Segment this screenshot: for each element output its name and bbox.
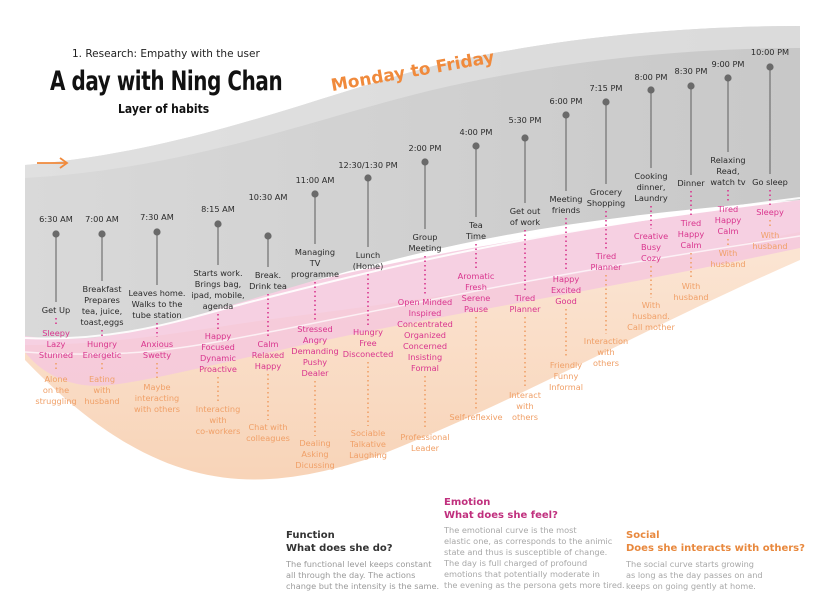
timeline-emotion: Calm Relaxed Happy <box>251 339 285 371</box>
timeline-social: Interacting with co-workers <box>195 404 241 436</box>
timeline-dot <box>602 98 610 106</box>
timeline-activity: Meeting friends <box>549 194 583 215</box>
timeline-dot <box>472 142 480 150</box>
timeline-activity: Tea Time <box>465 220 487 241</box>
legend-social-question: Does she interacts with others? <box>626 543 805 554</box>
timeline-time: 2:00 PM <box>408 143 442 153</box>
timeline-activity: Breakfast Prepares tea, juice, toast,egg… <box>80 284 124 327</box>
timeline-social: With husband. Call mother <box>627 300 675 332</box>
timeline-time: 10:00 PM <box>750 47 790 57</box>
timeline-activity: Leaves home. Walks to the tube station <box>128 288 186 320</box>
timeline-activity: Grocery Shopping <box>586 187 626 208</box>
timeline-dot <box>52 230 60 238</box>
timeline-activity: Starts work. Brings bag, ipad, mobile, a… <box>191 268 245 311</box>
timeline-dot <box>364 174 372 182</box>
legend-function-text: The functional level keeps constant all … <box>286 559 440 591</box>
timeline-activity: Group Meeting <box>408 232 442 253</box>
timeline-activity: Go sleep <box>752 177 788 187</box>
timeline-time: 7:00 AM <box>85 214 119 224</box>
timeline-emotion: Aromatic Fresh Serene Pause <box>457 271 495 314</box>
timeline-dot <box>687 82 695 90</box>
timeline-activity: Get out of work <box>509 206 541 227</box>
research-subtitle: 1. Research: Empathy with the user <box>72 48 260 60</box>
timeline-dot <box>421 158 429 166</box>
timeline-dot <box>724 74 732 82</box>
timeline-social: Friendly Funny Informal <box>549 360 583 392</box>
timeline-social: Interaction with others <box>583 336 629 368</box>
timeline-time: 10:30 AM <box>248 192 288 202</box>
timeline-dot <box>214 220 222 228</box>
timeline-time: 8:30 PM <box>674 66 708 76</box>
timeline-social: Dealing Asking Dicussing <box>295 438 335 470</box>
timeline-social: Sociable Talkative Laughing <box>349 428 387 460</box>
timeline-time: 7:30 AM <box>140 212 174 222</box>
legend-social-title: Social <box>626 530 660 541</box>
legend-function-question: What does she do? <box>286 543 393 554</box>
timeline-emotion: Anxious Swetty <box>140 339 174 360</box>
legend-function-title: Function <box>286 530 335 541</box>
timeline-activity: Dinner <box>677 178 705 188</box>
timeline-emotion: Open Minded Inspired Concentrated Organi… <box>397 297 453 373</box>
timeline-emotion: Happy Focused Dynamic Proactive <box>199 331 237 374</box>
timeline-dot <box>153 228 161 236</box>
timeline-social: Self-reflexive <box>449 412 503 422</box>
timeline-social: Eating with husband <box>84 374 120 406</box>
legend-emotion-question: What does she feel? <box>444 510 558 521</box>
timeline-time: 9:00 PM <box>711 59 745 69</box>
timeline-time: 6:30 AM <box>39 214 73 224</box>
timeline-dot <box>647 86 655 94</box>
page-title: A day with Ning Chan <box>50 66 283 97</box>
timeline-social: Interact with others <box>509 390 541 422</box>
timeline-activity: Lunch (Home) <box>352 250 384 271</box>
legend-emotion-title: Emotion <box>444 497 491 508</box>
timeline-time: 5:30 PM <box>508 115 542 125</box>
timeline-social: Professional Leader <box>400 432 450 453</box>
timeline-time: 8:15 AM <box>201 204 235 214</box>
timeline-activity: Get Up <box>41 305 71 315</box>
arrow-icon <box>37 157 69 169</box>
legend-social-text: The social curve starts growing as long … <box>626 559 763 591</box>
timeline-time: 6:00 PM <box>549 96 583 106</box>
timeline-social: Alone on the struggling <box>35 374 77 406</box>
timeline-activity: Managing TV programme <box>291 247 339 279</box>
timeline-social: With husband <box>710 248 746 269</box>
timeline-emotion: Stressed Angry Demanding Pushy Dealer <box>291 324 339 378</box>
timeline-emotion: Sleepy <box>756 207 784 217</box>
timeline-emotion: Tired Planner <box>509 293 541 314</box>
emotion-band <box>25 200 800 386</box>
timeline-dot <box>766 63 774 71</box>
timeline-dot <box>521 134 529 142</box>
timeline-activity: Relaxing Read, watch tv <box>710 155 746 187</box>
timeline-emotion: Hungry Free Disconected <box>342 327 394 359</box>
timeline-time: 12:30/1:30 PM <box>338 160 398 170</box>
timeline-dot <box>98 230 106 238</box>
timeline-time: 7:15 PM <box>589 83 623 93</box>
timeline-dot <box>311 190 319 198</box>
timeline-time: 8:00 PM <box>634 72 668 82</box>
timeline-emotion: Sleepy Lazy Stunned <box>38 328 74 360</box>
timeline-emotion: Tired Happy Calm <box>677 218 705 250</box>
timeline-emotion: Creative Busy Cozy <box>633 231 669 263</box>
legend-emotion-text: The emotional curve is the most elastic … <box>444 525 625 590</box>
timeline-dot <box>264 232 272 240</box>
timeline-emotion: Hungry Energetic <box>82 339 122 360</box>
layer-subtitle: Layer of habits <box>118 102 210 116</box>
timeline-time: 4:00 PM <box>459 127 493 137</box>
timeline-social: Chat with colleagues <box>246 422 290 443</box>
timeline-dot <box>562 111 570 119</box>
timeline-activity: Break. Drink tea <box>249 270 287 291</box>
timeline-activity: Cooking dinner, Laundry <box>634 171 668 203</box>
timeline-social: Maybe interacting with others <box>133 382 181 414</box>
timeline-emotion: Tired Planner <box>590 251 622 272</box>
timeline-social: With husband <box>752 230 788 251</box>
timeline-time: 11:00 AM <box>295 175 335 185</box>
timeline-emotion: Happy Excited Good <box>550 274 582 306</box>
timeline-social: With husband <box>673 281 709 302</box>
timeline-emotion: Tired Happy Calm <box>714 204 742 236</box>
